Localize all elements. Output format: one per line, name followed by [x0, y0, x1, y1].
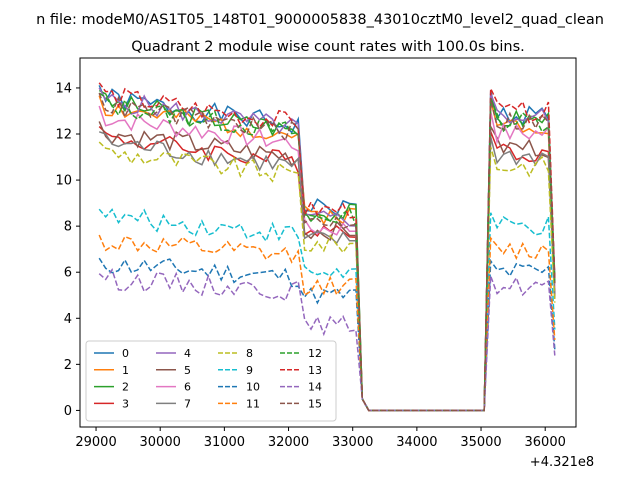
- legend-label-7: 7: [184, 397, 191, 410]
- y-tick-label: 0: [64, 404, 72, 419]
- series-line-11: [98, 234, 556, 412]
- legend-label-10: 10: [246, 381, 260, 394]
- x-tick-label: 36000: [525, 435, 566, 450]
- y-tick-label: 12: [55, 128, 72, 143]
- x-tick-label: 31000: [204, 435, 245, 450]
- x-tick-label: 35000: [460, 435, 501, 450]
- plot-frame: [79, 57, 577, 428]
- series-layer: [98, 82, 556, 412]
- legend-label-4: 4: [184, 347, 191, 360]
- legend-box: [85, 340, 337, 422]
- y-tick-label: 14: [55, 81, 72, 96]
- legend-label-3: 3: [122, 397, 129, 410]
- y-tick-label: 4: [64, 312, 72, 327]
- legend-label-13: 13: [308, 364, 322, 377]
- legend-label-8: 8: [246, 347, 253, 360]
- series-line-15: [98, 92, 556, 412]
- legend-label-2: 2: [122, 381, 129, 394]
- x-tick-label: 34000: [396, 435, 437, 450]
- series-line-10: [98, 257, 556, 412]
- y-tick-label: 2: [64, 358, 72, 373]
- legend-label-6: 6: [184, 381, 191, 394]
- legend-label-9: 9: [246, 364, 253, 377]
- legend-label-5: 5: [184, 364, 191, 377]
- y-tick-label: 10: [55, 174, 72, 189]
- chart-suptitle: n file: modeM0/AS1T05_148T01_9000005838_…: [36, 12, 604, 28]
- x-axis: 29000 30000 31000 32000 33000 34000 35000 36000: [75, 427, 566, 450]
- x-tick-label: 32000: [268, 435, 309, 450]
- legend-label-0: 0: [122, 347, 129, 360]
- legend-label-15: 15: [308, 397, 322, 410]
- y-tick-label: 6: [64, 266, 72, 281]
- series-line-12: [98, 92, 556, 412]
- legend-label-1: 1: [122, 364, 129, 377]
- legend-label-11: 11: [246, 397, 260, 410]
- x-tick-label: 29000: [75, 435, 116, 450]
- y-tick-label: 8: [64, 220, 72, 235]
- x-tick-label: 30000: [140, 435, 181, 450]
- x-tick-label: 33000: [332, 435, 373, 450]
- x-axis-offset-label: +4.321e8: [530, 455, 594, 470]
- legend-label-14: 14: [308, 381, 322, 394]
- legend-label-12: 12: [308, 347, 322, 360]
- y-axis: 0 2 4 6 8 10 12 14: [55, 81, 80, 419]
- chart-title: Quadrant 2 module wise count rates with …: [131, 39, 525, 55]
